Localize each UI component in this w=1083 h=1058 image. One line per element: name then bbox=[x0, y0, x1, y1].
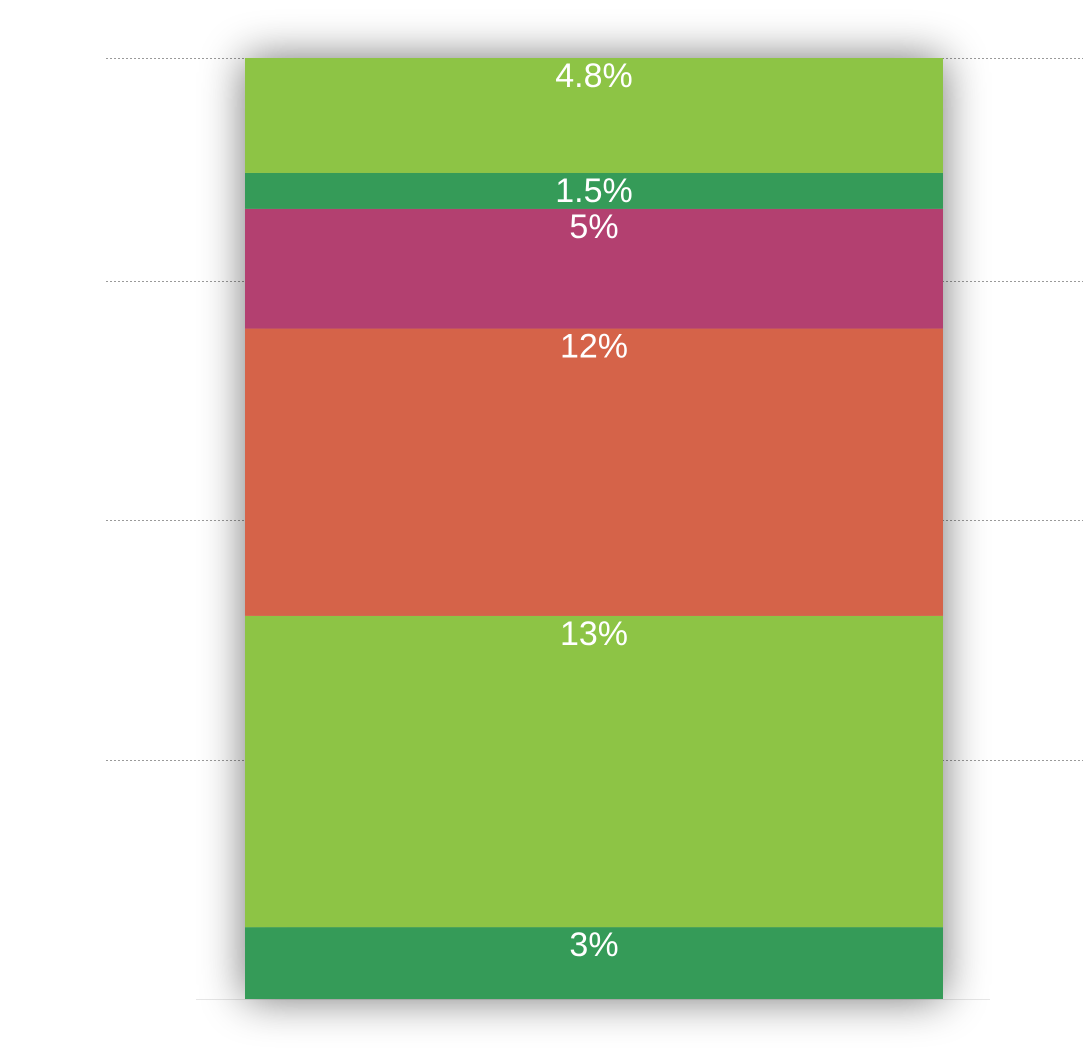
data-label-3: 5% bbox=[569, 208, 618, 246]
data-label-1: 13% bbox=[560, 615, 628, 653]
data-label-2: 12% bbox=[560, 328, 628, 366]
bar-segment-0 bbox=[245, 927, 943, 999]
bar-segment-1 bbox=[245, 615, 943, 928]
data-label-5: 4.8% bbox=[555, 57, 633, 95]
bar-segment-2 bbox=[245, 328, 943, 616]
data-labels: 3% 13% 12% 5%1.5% 4.8% bbox=[555, 57, 633, 964]
bar-segment-3 bbox=[245, 208, 943, 329]
data-label-0: 3% bbox=[569, 926, 618, 964]
data-label-4: 1.5% bbox=[555, 172, 633, 210]
bar-segment-4 bbox=[245, 172, 943, 209]
stacked-bar bbox=[245, 58, 943, 999]
bar-segment-5 bbox=[245, 58, 943, 173]
